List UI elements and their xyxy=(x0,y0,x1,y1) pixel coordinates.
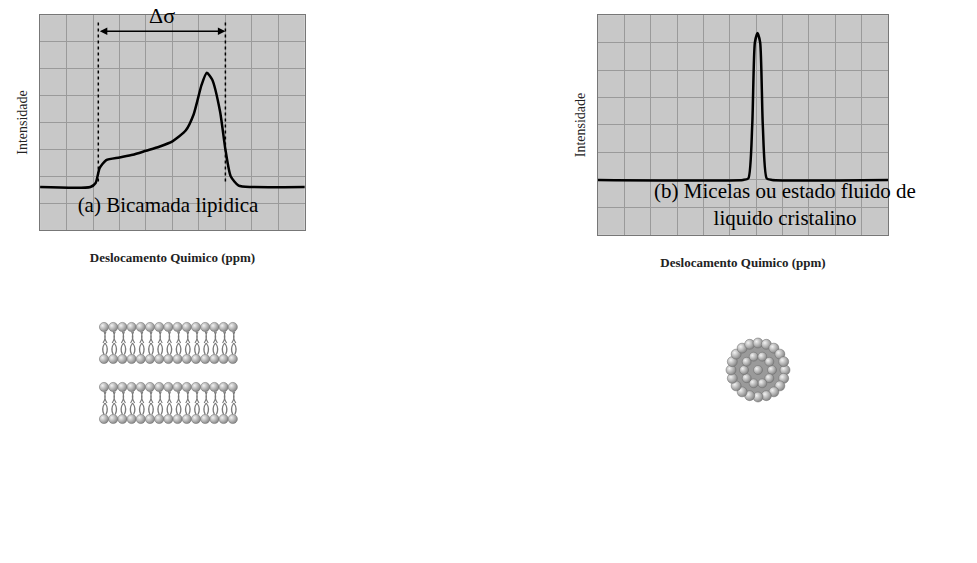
svg-text:Intensidade: Intensidade xyxy=(573,93,588,158)
html-text:(b) Micelas ou estado fluido d: (b) Micelas ou estado fluido de liquido … xyxy=(654,179,916,231)
html-text:(a) Bicamada lipidica: (a) Bicamada lipidica xyxy=(77,193,259,217)
svg-text:Intensidade: Intensidade xyxy=(15,90,30,155)
svg-text:Deslocamento Quimico (ppm): Deslocamento Quimico (ppm) xyxy=(660,255,825,270)
svg-text:Deslocamento Quimico (ppm): Deslocamento Quimico (ppm) xyxy=(90,250,255,265)
svg-text:Δσ: Δσ xyxy=(149,3,175,28)
